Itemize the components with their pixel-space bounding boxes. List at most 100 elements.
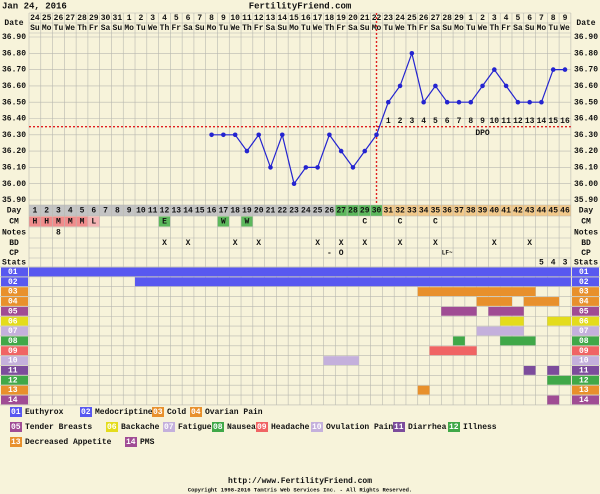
symptom-bar (523, 366, 536, 375)
dpo-number: 9 (480, 117, 485, 126)
weekday: Mo (372, 24, 382, 33)
symptom-bar (488, 306, 524, 316)
dpo-number: 14 (537, 117, 547, 126)
date: 28 (77, 14, 87, 23)
day-cell (535, 205, 548, 216)
code-label: 09 (579, 347, 589, 356)
weekday: Su (360, 24, 370, 33)
symptom-bar (429, 346, 477, 356)
weekday: Th (407, 24, 417, 33)
y-tick-label: 36.60 (574, 82, 598, 91)
day-cell (405, 205, 418, 216)
code-cell (1, 336, 28, 346)
cm-label: CM (9, 218, 19, 227)
date: 26 (419, 14, 429, 23)
code-cell (1, 326, 28, 336)
y-tick-label: 36.20 (574, 147, 598, 156)
bd-entry: X (233, 239, 238, 248)
cycle-day: 13 (171, 207, 181, 216)
code-label: 06 (579, 317, 589, 326)
legend-code: 02 (81, 408, 91, 417)
code-label: 07 (579, 327, 589, 336)
temp-point (362, 148, 368, 154)
date: 18 (325, 14, 335, 23)
cycle-day: 9 (127, 207, 132, 216)
legend-swatch (10, 437, 22, 447)
cycle-day: 8 (115, 207, 120, 216)
weekday: Mo (454, 24, 464, 33)
weekday: We (313, 24, 323, 33)
date: 6 (186, 14, 191, 23)
day-cell (347, 205, 359, 216)
weekday: Mo (289, 24, 299, 33)
day-cell (453, 205, 465, 216)
code-cell (572, 375, 599, 385)
stats-label: Stats (574, 259, 598, 268)
bd-entry: X (315, 239, 320, 248)
day-cell (158, 205, 171, 216)
y-tick-label: 36.70 (574, 66, 598, 75)
day-cell (76, 205, 88, 216)
day-cell (193, 205, 206, 216)
date: 15 (289, 14, 299, 23)
date: 25 (407, 14, 417, 23)
weekday: Fr (171, 24, 181, 33)
legend-name: Cold (167, 408, 186, 417)
weekday: Sa (101, 24, 111, 33)
code-cell (1, 297, 28, 306)
temp-point (562, 67, 568, 72)
legend-name: Backache (121, 423, 160, 432)
legend-swatch (80, 407, 92, 417)
weekday: Su (113, 24, 123, 33)
day-cell (559, 205, 571, 216)
dpo-number: 8 (468, 117, 473, 126)
code-label: 05 (579, 307, 589, 316)
code-label: 12 (8, 376, 18, 385)
code-label: 01 (579, 268, 589, 277)
date: 13 (266, 14, 276, 23)
date: 3 (492, 14, 497, 23)
cycle-day: 40 (490, 207, 500, 216)
dpo-number: 11 (501, 117, 511, 126)
symptom-bar (476, 297, 512, 306)
temp-point (503, 83, 509, 89)
day-cell (311, 205, 324, 216)
cycle-day: 29 (360, 207, 370, 216)
date: 28 (442, 14, 452, 23)
cycle-day: 44 (537, 207, 547, 216)
day-cell (511, 205, 524, 216)
symptom-bar (417, 287, 536, 297)
footer-copyright: Copyright 1998-2016 Tamtris Web Services… (188, 486, 412, 493)
legend-swatch (393, 422, 405, 432)
legend-code: 07 (164, 423, 174, 432)
cycle-day: 31 (383, 207, 393, 216)
day-cell (500, 205, 512, 216)
weekday: Sa (431, 24, 441, 33)
day-cell (547, 205, 560, 216)
y-tick-label: 36.60 (2, 82, 26, 91)
y-tick-label: 36.00 (574, 180, 598, 189)
symptom-bar (135, 277, 571, 287)
legend-name: Euthyrox (25, 408, 64, 417)
weekday: Tu (466, 24, 476, 33)
date: 26 (54, 14, 64, 23)
legend-code: 12 (449, 423, 459, 432)
date: 29 (454, 14, 464, 23)
cycle-day: 22 (277, 207, 287, 216)
symptom-bar (29, 267, 571, 277)
code-label: 03 (8, 288, 18, 297)
symptom-bar (453, 336, 465, 346)
cycle-day: 14 (183, 207, 193, 216)
date: 5 (174, 14, 179, 23)
temp-point (315, 165, 320, 170)
date: 27 (65, 14, 75, 23)
dpo-number: 13 (525, 117, 535, 126)
weekday: Tu (54, 24, 64, 33)
dpo-number: 12 (513, 117, 523, 126)
code-label: 04 (579, 298, 589, 307)
weekday: Tu (301, 24, 311, 33)
code-cell (572, 366, 599, 375)
cycle-day: 28 (348, 207, 358, 216)
temp-point (480, 83, 485, 89)
bd-label: BD (9, 239, 19, 248)
